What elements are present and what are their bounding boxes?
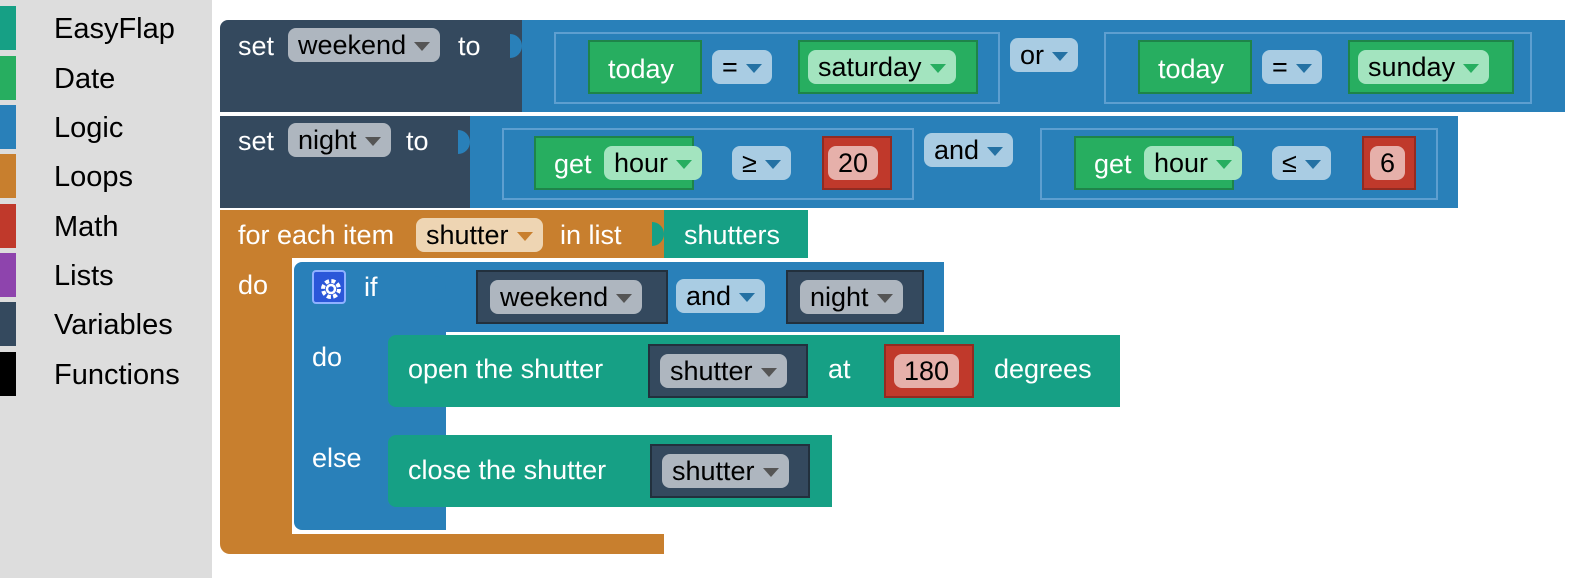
do-label: do — [238, 270, 269, 300]
angle-field[interactable]: 180 — [894, 354, 960, 388]
if-label: if — [364, 272, 378, 302]
category-swatch — [0, 253, 16, 297]
number-field[interactable]: 20 — [828, 146, 879, 180]
night-dropdown[interactable]: night — [800, 280, 903, 314]
chevron-down-icon — [739, 293, 756, 303]
category-swatch — [0, 154, 16, 198]
category-logic[interactable]: Logic — [0, 105, 212, 149]
and-dropdown[interactable]: and — [924, 133, 1014, 167]
shutters-label: shutters — [684, 220, 781, 250]
chevron-down-icon — [929, 64, 946, 74]
category-functions[interactable]: Functions — [0, 352, 212, 396]
category-label: Logic — [54, 112, 124, 144]
connector-nub — [434, 276, 446, 300]
category-math[interactable]: Math — [0, 204, 212, 248]
or-dropdown[interactable]: or — [1010, 38, 1079, 72]
category-lists[interactable]: Lists — [0, 253, 212, 297]
category-variables[interactable]: Variables — [0, 302, 212, 346]
else-label: else — [312, 443, 362, 473]
chevron-down-icon — [762, 468, 779, 478]
chevron-down-icon — [414, 42, 431, 52]
date-today-block[interactable] — [588, 40, 702, 94]
shutter-variable-dropdown[interactable]: shutter — [416, 218, 543, 252]
hour-dropdown[interactable]: hour — [604, 146, 703, 180]
less-equal-dropdown[interactable]: ≤ — [1272, 146, 1331, 180]
category-label: EasyFlap — [54, 13, 175, 45]
set-label: set — [238, 126, 275, 156]
set-label: set — [238, 31, 275, 61]
category-swatch — [0, 204, 16, 248]
hour-dropdown[interactable]: hour — [1144, 146, 1243, 180]
equals-dropdown[interactable]: = — [1262, 50, 1322, 84]
weekend-dropdown[interactable]: weekend — [490, 280, 643, 314]
do-label: do — [312, 342, 343, 372]
connector-nub — [652, 222, 664, 246]
category-swatch — [0, 56, 16, 100]
chevron-down-icon — [1304, 160, 1321, 170]
chevron-down-icon — [1463, 64, 1480, 74]
category-label: Lists — [54, 260, 114, 292]
date-today-block[interactable] — [1138, 40, 1252, 94]
degrees-label: degrees — [994, 354, 1092, 384]
open-shutter-label: open the shutter — [408, 354, 604, 384]
chevron-down-icon — [1216, 160, 1233, 170]
equals-dropdown[interactable]: = — [712, 50, 772, 84]
category-label: Math — [54, 211, 119, 243]
close-shutter-label: close the shutter — [408, 455, 607, 485]
for-each-bottom-bar — [220, 534, 664, 554]
today-label: today — [608, 54, 675, 84]
shutters-list-block[interactable] — [664, 210, 808, 258]
chevron-down-icon — [760, 368, 777, 378]
get-label: get — [1094, 149, 1132, 179]
chevron-down-icon — [764, 160, 781, 170]
connector-nub — [458, 130, 470, 154]
for-each-label: for each item — [238, 220, 395, 250]
category-label: Date — [54, 63, 116, 95]
at-label: at — [828, 354, 851, 384]
chevron-down-icon — [676, 160, 693, 170]
in-list-label: in list — [560, 220, 622, 250]
greater-equal-dropdown[interactable]: ≥ — [732, 146, 791, 180]
toolbox: EasyFlap Date Logic Loops Math Lists Var… — [0, 0, 212, 578]
category-label: Variables — [54, 309, 173, 341]
saturday-dropdown[interactable]: saturday — [808, 50, 956, 84]
category-loops[interactable]: Loops — [0, 154, 212, 198]
weekend-variable-dropdown[interactable]: weekend — [288, 28, 441, 62]
for-each-body-spine — [220, 258, 292, 534]
category-swatch — [0, 6, 16, 50]
chevron-down-icon — [1295, 64, 1312, 74]
number-field[interactable]: 6 — [1370, 146, 1406, 180]
to-label: to — [406, 126, 429, 156]
category-label: Functions — [54, 359, 180, 391]
connector-nub — [510, 34, 522, 58]
today-label: today — [1158, 54, 1225, 84]
category-easyflap[interactable]: EasyFlap — [0, 6, 212, 50]
and-dropdown[interactable]: and — [676, 279, 766, 313]
chevron-down-icon — [745, 64, 762, 74]
to-label: to — [458, 31, 481, 61]
chevron-down-icon — [876, 294, 893, 304]
shutter-dropdown[interactable]: shutter — [662, 454, 789, 488]
chevron-down-icon — [516, 232, 533, 242]
workspace[interactable]: set weekend to today = saturday or today… — [212, 0, 1586, 578]
get-label: get — [554, 149, 592, 179]
category-label: Loops — [54, 161, 134, 193]
category-swatch — [0, 352, 16, 396]
gear-icon[interactable] — [312, 270, 346, 304]
chevron-down-icon — [987, 147, 1004, 157]
category-swatch — [0, 302, 16, 346]
chevron-down-icon — [364, 137, 381, 147]
category-date[interactable]: Date — [0, 56, 212, 100]
sunday-dropdown[interactable]: sunday — [1358, 50, 1490, 84]
chevron-down-icon — [1052, 52, 1069, 62]
shutter-dropdown[interactable]: shutter — [660, 354, 787, 388]
chevron-down-icon — [616, 294, 633, 304]
category-swatch — [0, 105, 16, 149]
night-variable-dropdown[interactable]: night — [288, 123, 391, 157]
